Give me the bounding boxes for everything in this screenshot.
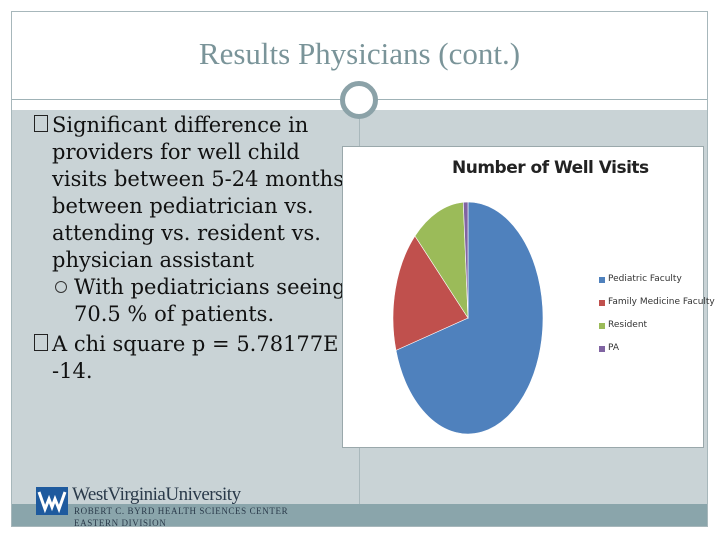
pie-slice-resident [414, 201, 469, 320]
bullet-box-icon [34, 334, 48, 351]
legend-swatch [599, 277, 605, 283]
slide-frame [11, 11, 708, 527]
legend-label: Pediatric Faculty [608, 274, 682, 284]
sub-bullet-item: With pediatricians seeing 70.5 % of pati… [34, 274, 349, 328]
footer-band [12, 504, 707, 526]
legend-swatch [599, 323, 605, 329]
bullet-text: A chi square p = 5.78177E -14. [52, 332, 339, 383]
legend-label: Resident [608, 320, 648, 330]
university-division: EASTERN DIVISION [74, 518, 167, 528]
divider-circle-ornament [340, 81, 378, 119]
legend-label: PA [608, 343, 620, 353]
legend-label: Family Medicine Faculty [608, 297, 715, 307]
chart-legend: Pediatric Faculty Family Medicine Faculty… [599, 274, 715, 366]
bullet-text: Significant difference in providers for … [52, 113, 344, 272]
bullet-item: A chi square p = 5.78177E -14. [34, 331, 349, 385]
university-name: WestVirginiaUniversity [72, 484, 241, 505]
legend-swatch [599, 300, 605, 306]
legend-swatch [599, 346, 605, 352]
pie-chart [392, 201, 544, 435]
sub-bullet-circle-icon [55, 281, 67, 293]
university-subtitle: ROBERT C. BYRD HEALTH SCIENCES CENTER [74, 506, 289, 516]
bullet-item: Significant difference in providers for … [34, 112, 349, 274]
chart-title: Number of Well Visits [452, 158, 649, 178]
pie-slice-family-medicine-faculty [392, 235, 469, 351]
legend-item: PA [599, 343, 715, 366]
legend-item: Family Medicine Faculty [599, 297, 715, 320]
wvu-logo-icon [36, 487, 68, 515]
legend-item: Pediatric Faculty [599, 274, 715, 297]
pie-slice-pediatric-faculty [395, 201, 544, 435]
slide-title: Results Physicians (cont.) [198, 36, 521, 71]
bullet-box-icon [34, 115, 48, 132]
legend-item: Resident [599, 320, 715, 343]
pie-slice-pa [462, 201, 469, 319]
sub-bullet-text: With pediatricians seeing 70.5 % of pati… [74, 275, 346, 326]
bullet-list: Significant difference in providers for … [34, 112, 349, 385]
